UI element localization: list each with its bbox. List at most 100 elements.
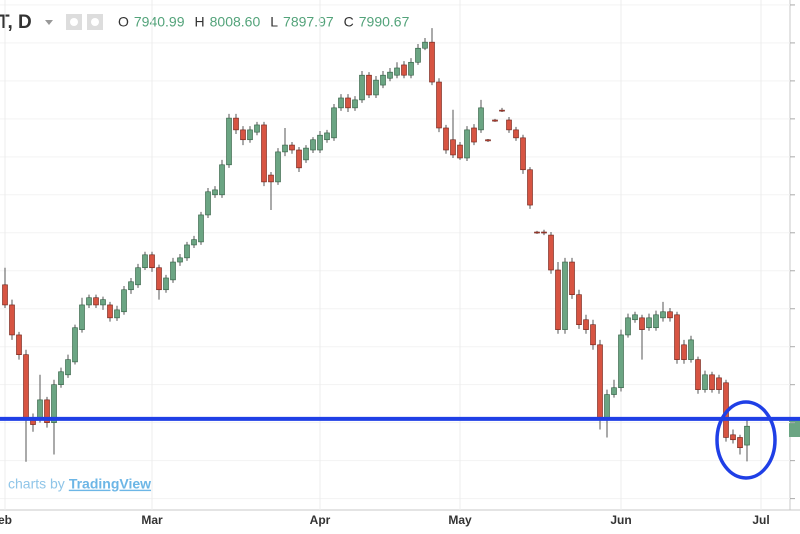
candle-body [625, 317, 631, 336]
candle-body [93, 297, 99, 306]
candle-body [240, 129, 246, 141]
candle-body [597, 344, 603, 420]
x-tick-label: Apr [310, 513, 331, 527]
candle-body [492, 119, 498, 122]
candle-body [688, 339, 694, 360]
candle-body [114, 309, 120, 319]
candle-body [338, 97, 344, 109]
ohlc-name: L [270, 14, 278, 30]
watermark-brand[interactable]: TradingView [69, 476, 151, 492]
candle-body [107, 304, 113, 319]
candle-body [646, 317, 652, 329]
candle-body [674, 314, 680, 360]
watermark-prefix: charts by [8, 476, 65, 492]
candle-body [562, 261, 568, 330]
candle-body [324, 132, 330, 141]
ohlc-value: 7940.99 [134, 14, 185, 30]
candle-body [408, 61, 414, 76]
x-tick-label: May [448, 513, 472, 527]
x-tick-label: eb [0, 513, 12, 527]
candle-body [611, 387, 617, 395]
ohlc-value: 7990.67 [359, 14, 410, 30]
candle-body [569, 261, 575, 295]
candle-body [261, 124, 267, 183]
symbol: T, D [0, 12, 32, 33]
ohlc-name: H [195, 14, 205, 30]
candle-body [44, 399, 50, 423]
candle-body [471, 127, 477, 143]
candle-body [303, 147, 309, 161]
ohlc-name: C [344, 14, 354, 30]
candle-body [695, 359, 701, 390]
candle-body [485, 139, 491, 142]
candle-body [422, 41, 428, 49]
candle-body [296, 149, 302, 169]
candle-body [478, 107, 484, 131]
candle-body [331, 107, 337, 139]
candle-body [86, 297, 92, 306]
candle-body [464, 129, 470, 159]
candle-body [702, 374, 708, 390]
candle-body [345, 97, 351, 109]
candle-body [163, 277, 169, 291]
candle-body [429, 41, 435, 83]
candle-body [226, 117, 232, 166]
candle-body [667, 311, 673, 319]
candle-body [170, 261, 176, 281]
candle-body [2, 284, 8, 306]
candle-body [520, 137, 526, 171]
ohlc-value: 7897.97 [283, 14, 334, 30]
candle-body [366, 74, 372, 96]
candle-body [142, 254, 148, 269]
candle-body [450, 139, 456, 156]
candle-body [457, 144, 463, 159]
candle-body [275, 151, 281, 183]
candle-body [254, 124, 260, 133]
dropdown-arrow[interactable] [45, 20, 53, 25]
candle-body [156, 267, 162, 291]
eye-icon-pupil [70, 18, 78, 26]
candle-body [128, 281, 134, 291]
candle-body [639, 317, 645, 330]
last-price-label [789, 420, 800, 437]
candle-body [555, 269, 561, 330]
candle-body [415, 47, 421, 63]
candle-body [100, 299, 106, 306]
candle-body [401, 64, 407, 76]
highlight-circle [715, 400, 777, 480]
candle-body [212, 189, 218, 196]
candle-body [387, 71, 393, 79]
candle-body [135, 267, 141, 286]
candle-body [23, 354, 29, 419]
candle-body [352, 99, 358, 109]
ohlc-name: O [118, 14, 129, 30]
candle-body [219, 164, 225, 196]
candle-body [436, 81, 442, 129]
candle-body [506, 119, 512, 131]
candle-body [268, 174, 274, 183]
candle-body [16, 334, 22, 355]
candle-body [233, 117, 239, 131]
candle-body [149, 254, 155, 269]
candle-body [37, 399, 43, 420]
candle-body [310, 139, 316, 151]
x-tick-label: Jul [752, 513, 769, 527]
candle-body [58, 371, 64, 385]
candle-body [576, 294, 582, 325]
candle-body [51, 384, 57, 423]
settings-icon-hole [91, 18, 99, 26]
candle-body [205, 191, 211, 216]
candle-body [317, 134, 323, 151]
candle-body [513, 129, 519, 139]
candle-body [191, 239, 197, 246]
candle-body [716, 377, 722, 390]
candle-body [660, 311, 666, 319]
candle-body [583, 319, 589, 330]
ohlc-value: 8008.60 [210, 14, 261, 30]
candle-body [373, 79, 379, 96]
candle-body [394, 67, 400, 76]
candle-body [499, 109, 505, 112]
candle-body [744, 425, 750, 446]
candle-body [604, 394, 610, 420]
